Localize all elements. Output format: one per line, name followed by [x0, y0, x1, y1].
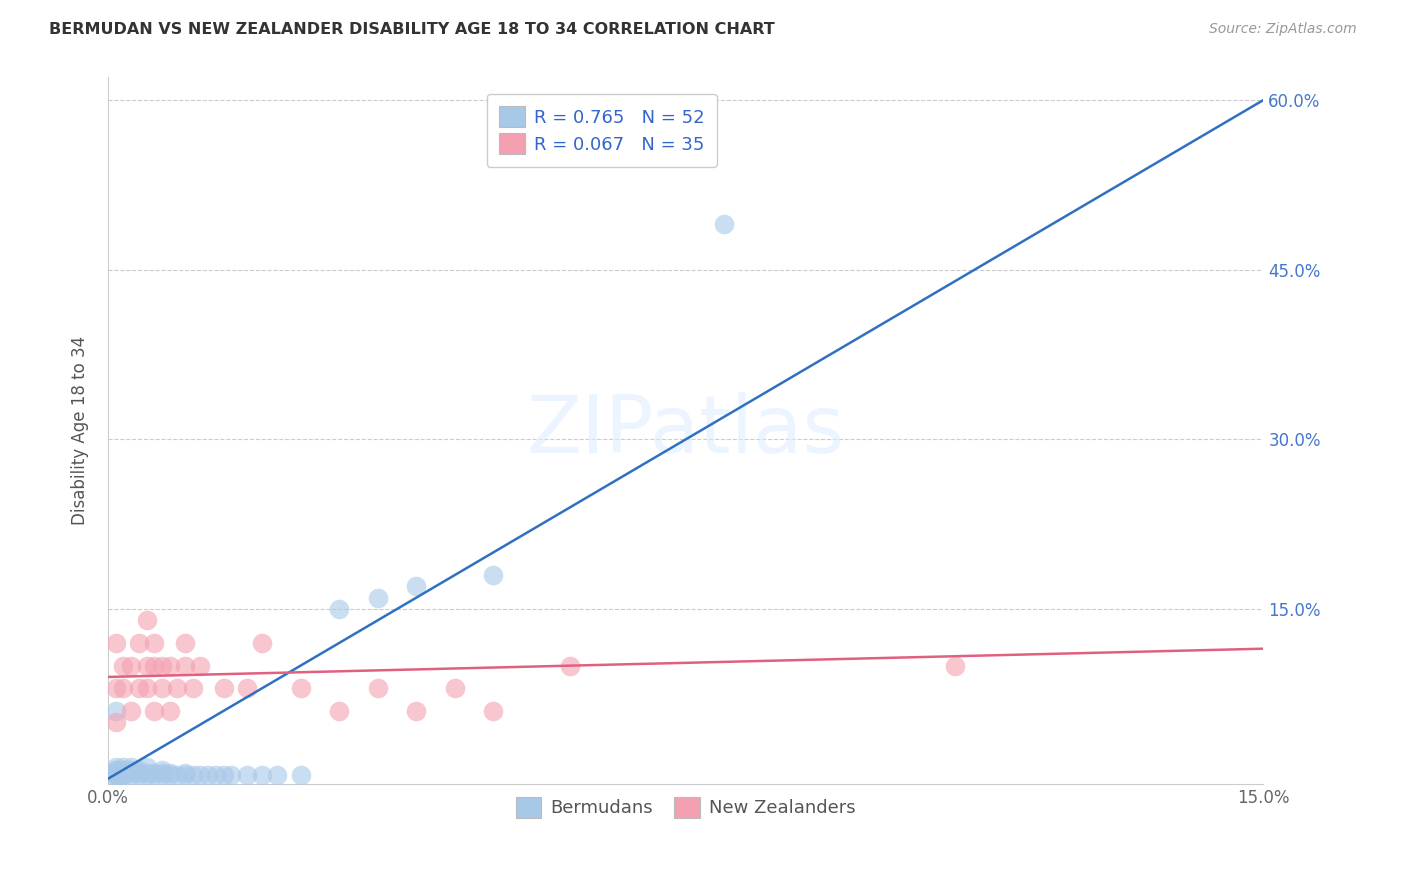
Point — [181, 681, 204, 696]
Point — [112, 681, 135, 696]
Point — [104, 704, 127, 718]
Point — [104, 636, 127, 650]
Y-axis label: Disability Age 18 to 34: Disability Age 18 to 34 — [72, 336, 89, 525]
Point — [112, 766, 135, 780]
Point — [135, 614, 157, 628]
Point — [143, 636, 166, 650]
Point — [104, 767, 127, 781]
Point — [250, 636, 273, 650]
Point — [120, 766, 142, 780]
Point — [159, 766, 181, 780]
Point — [159, 768, 181, 782]
Point — [135, 760, 157, 774]
Point — [104, 681, 127, 696]
Text: ZIPatlas: ZIPatlas — [527, 392, 845, 470]
Point — [104, 768, 127, 782]
Point — [104, 760, 127, 774]
Text: BERMUDAN VS NEW ZEALANDER DISABILITY AGE 18 TO 34 CORRELATION CHART: BERMUDAN VS NEW ZEALANDER DISABILITY AGE… — [49, 22, 775, 37]
Point — [120, 763, 142, 777]
Point — [120, 658, 142, 673]
Point — [159, 704, 181, 718]
Point — [104, 763, 127, 777]
Point — [128, 766, 150, 780]
Point — [150, 658, 173, 673]
Point — [290, 681, 312, 696]
Point — [266, 768, 288, 782]
Point — [120, 768, 142, 782]
Point — [190, 768, 212, 782]
Point — [150, 766, 173, 780]
Point — [150, 681, 173, 696]
Point — [174, 768, 197, 782]
Point — [104, 770, 127, 784]
Point — [181, 768, 204, 782]
Point — [943, 658, 966, 673]
Point — [112, 760, 135, 774]
Point — [328, 602, 350, 616]
Point — [367, 681, 389, 696]
Point — [235, 768, 257, 782]
Point — [250, 768, 273, 782]
Point — [135, 658, 157, 673]
Point — [112, 658, 135, 673]
Point — [197, 768, 219, 782]
Point — [112, 766, 135, 780]
Point — [174, 636, 197, 650]
Point — [190, 658, 212, 673]
Point — [120, 760, 142, 774]
Point — [143, 768, 166, 782]
Point — [212, 681, 235, 696]
Point — [135, 681, 157, 696]
Point — [104, 768, 127, 782]
Point — [135, 766, 157, 780]
Point — [166, 768, 188, 782]
Point — [143, 658, 166, 673]
Point — [159, 658, 181, 673]
Point — [205, 768, 228, 782]
Point — [328, 704, 350, 718]
Point — [104, 766, 127, 780]
Point — [135, 768, 157, 782]
Point — [482, 704, 505, 718]
Point — [128, 681, 150, 696]
Point — [112, 768, 135, 782]
Point — [290, 768, 312, 782]
Point — [558, 658, 581, 673]
Point — [212, 768, 235, 782]
Point — [128, 636, 150, 650]
Point — [150, 768, 173, 782]
Point — [166, 681, 188, 696]
Point — [482, 568, 505, 582]
Point — [174, 766, 197, 780]
Text: Source: ZipAtlas.com: Source: ZipAtlas.com — [1209, 22, 1357, 37]
Point — [174, 658, 197, 673]
Point — [112, 768, 135, 782]
Point — [235, 681, 257, 696]
Point — [405, 704, 427, 718]
Point — [443, 681, 465, 696]
Point — [405, 579, 427, 593]
Point — [120, 704, 142, 718]
Point — [104, 715, 127, 730]
Point — [367, 591, 389, 605]
Point — [713, 218, 735, 232]
Point — [143, 704, 166, 718]
Point — [104, 763, 127, 777]
Point — [104, 766, 127, 780]
Point — [128, 763, 150, 777]
Point — [112, 763, 135, 777]
Legend: Bermudans, New Zealanders: Bermudans, New Zealanders — [509, 789, 863, 825]
Point — [150, 763, 173, 777]
Point — [143, 766, 166, 780]
Point — [128, 768, 150, 782]
Point — [219, 768, 242, 782]
